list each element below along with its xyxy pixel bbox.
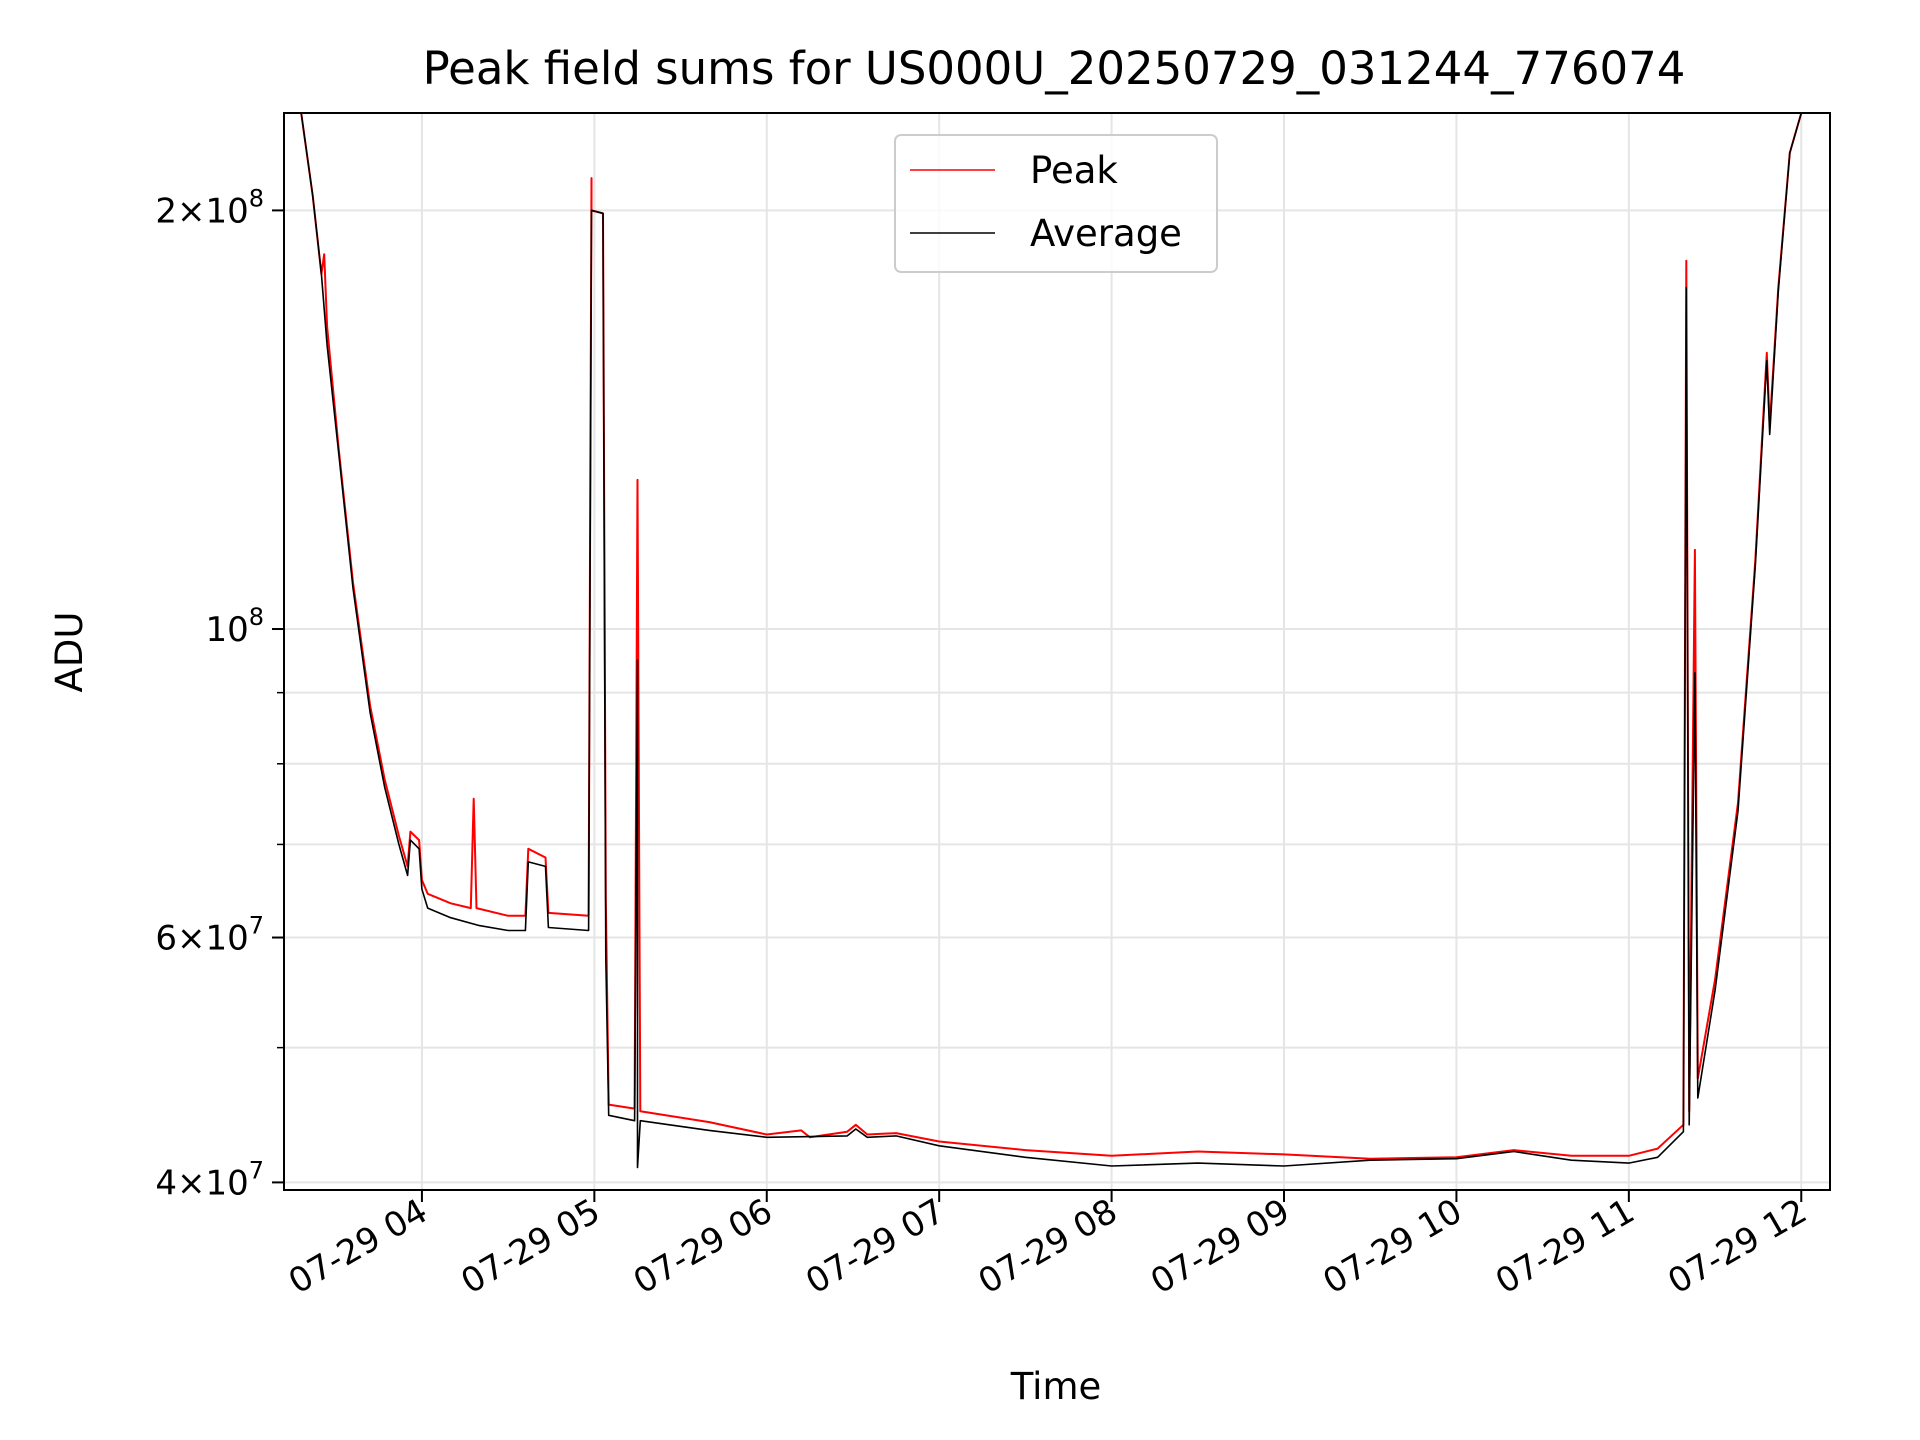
y-tick-label: 6×107 (155, 912, 264, 959)
y-tick-label: 4×107 (155, 1156, 264, 1203)
y-tick-label: 108 (205, 603, 264, 650)
chart-title: Peak field sums for US000U_20250729_0312… (423, 42, 1686, 95)
x-axis-label: Time (1010, 1365, 1102, 1408)
grid (284, 113, 1830, 1190)
y-axis-label: ADU (48, 612, 91, 693)
plot-frame (283, 112, 1831, 1191)
legend-label-peak: Peak (1030, 149, 1118, 192)
legend-label-average: Average (1030, 212, 1182, 255)
series-line-average (284, 113, 1830, 1169)
plot-series (284, 113, 1830, 1169)
y-tick-label: 2×108 (155, 184, 264, 231)
legend: Peak Average (894, 134, 1218, 273)
